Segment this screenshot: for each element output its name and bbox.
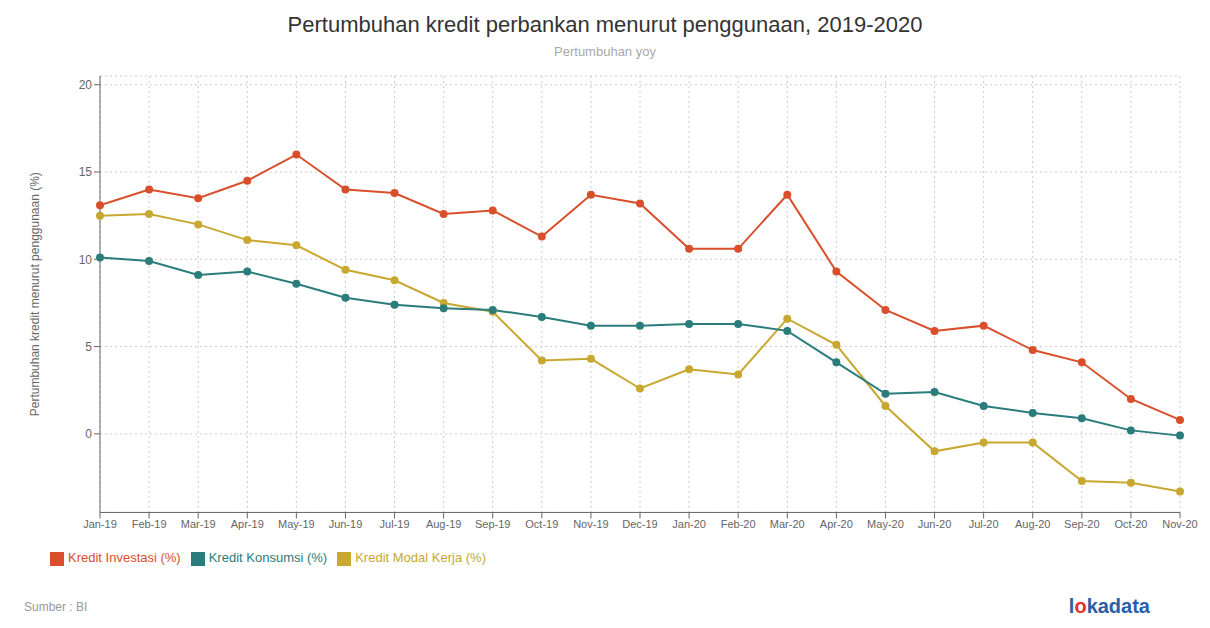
html-text:Kredit Investasi (%): Kredit Investasi (%) <box>68 550 181 566</box>
svg-text:Oct-19: Oct-19 <box>525 518 558 530</box>
svg-text:Sep-19: Sep-19 <box>475 518 510 530</box>
html-text:Pertumbuhan kredit perbankan m: Pertumbuhan kredit perbankan menurut pen… <box>287 12 923 37</box>
svg-text:May-20: May-20 <box>867 518 904 530</box>
svg-text:Feb-19: Feb-19 <box>132 518 167 530</box>
svg-text:Mar-19: Mar-19 <box>181 518 216 530</box>
svg-text:Nov-19: Nov-19 <box>573 518 608 530</box>
svg-text:15: 15 <box>79 165 93 179</box>
html-text:Sumber : BI: Sumber : BI <box>24 600 88 614</box>
html-text:l o kadata: l o kadata <box>1068 595 1150 617</box>
svg-text:Oct-20: Oct-20 <box>1114 518 1147 530</box>
html-text:Pertumbuhan yoy: Pertumbuhan yoy <box>554 44 656 59</box>
svg-text:Apr-20: Apr-20 <box>820 518 853 530</box>
svg-text:Jun-20: Jun-20 <box>918 518 952 530</box>
svg-text:20: 20 <box>79 78 93 92</box>
svg-text:Jan-20: Jan-20 <box>672 518 706 530</box>
svg-text:Nov-20: Nov-20 <box>1162 518 1197 530</box>
svg-text:Pertumbuhan kredit menurut pen: Pertumbuhan kredit menurut penggunaan (%… <box>28 172 42 416</box>
html-text:Kredit Konsumsi (%): Kredit Konsumsi (%) <box>208 550 328 566</box>
svg-text:Jan-19: Jan-19 <box>83 518 117 530</box>
svg-text:Feb-20: Feb-20 <box>721 518 756 530</box>
svg-text:Apr-19: Apr-19 <box>231 518 264 530</box>
svg-text:Aug-19: Aug-19 <box>426 518 461 530</box>
svg-text:Dec-19: Dec-19 <box>622 518 657 530</box>
svg-text:Mar-20: Mar-20 <box>770 518 805 530</box>
svg-text:Aug-20: Aug-20 <box>1015 518 1050 530</box>
svg-text:Jul-19: Jul-19 <box>380 518 410 530</box>
svg-text:May-19: May-19 <box>278 518 315 530</box>
svg-text:10: 10 <box>79 253 93 267</box>
html-text:Kredit Modal Kerja (%): Kredit Modal Kerja (%) <box>355 550 486 566</box>
svg-text:Jul-20: Jul-20 <box>969 518 999 530</box>
svg-text:Sep-20: Sep-20 <box>1064 518 1099 530</box>
svg-text:Jun-19: Jun-19 <box>329 518 363 530</box>
svg-text:0: 0 <box>85 427 92 441</box>
svg-text:5: 5 <box>85 340 92 354</box>
